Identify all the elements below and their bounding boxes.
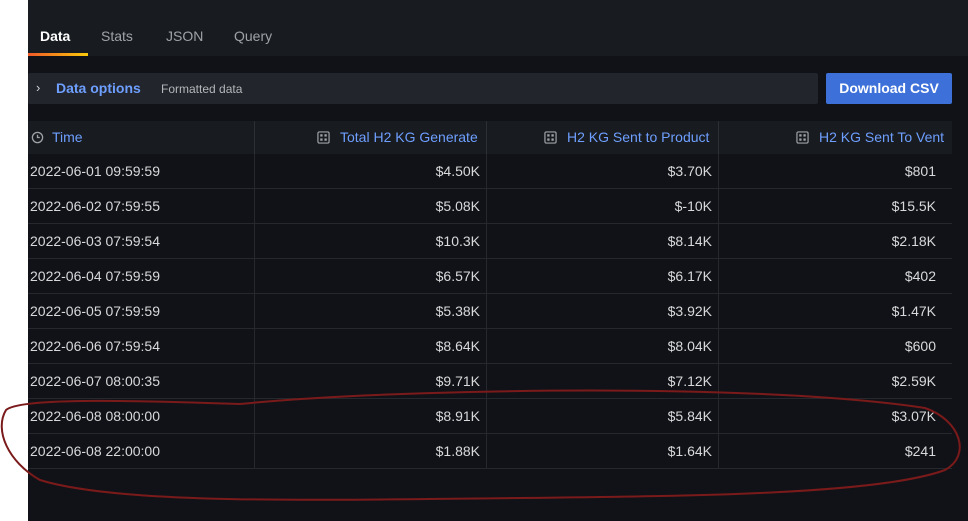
table-row: 2022-06-05 07:59:59 $5.38K $3.92K $1.47K [28, 294, 952, 329]
cell-sent-to-vent: $15.5K [891, 198, 936, 214]
cell-time: 2022-06-06 07:59:54 [28, 329, 255, 363]
cell-sent-to-product: $1.64K [487, 434, 719, 468]
data-options-summary: Formatted data [161, 82, 243, 96]
cell-time: 2022-06-05 07:59:59 [28, 294, 255, 328]
cell-sent-to-vent: $2.18K [891, 233, 936, 249]
column-label: Time [52, 129, 83, 145]
cell-total-generate: $8.64K [255, 329, 487, 363]
column-label: H2 KG Sent to Product [567, 129, 710, 145]
tab-json[interactable]: JSON [166, 28, 204, 44]
field-icon [317, 131, 330, 144]
column-label: Total H2 KG Generate [340, 129, 478, 145]
cell-sent-to-vent: $1.47K [891, 303, 936, 319]
cell-time: 2022-06-08 22:00:00 [28, 434, 255, 468]
cell-time: 2022-06-01 09:59:59 [28, 154, 255, 188]
cell-sent-to-vent: $241 [904, 443, 936, 459]
download-csv-button[interactable]: Download CSV [826, 73, 952, 104]
table-row: 2022-06-03 07:59:54 $10.3K $8.14K $2.18K [28, 224, 952, 259]
cell-time: 2022-06-08 08:00:00 [28, 399, 255, 433]
data-options-title[interactable]: Data options [56, 80, 141, 96]
table-row: 2022-06-07 08:00:35 $9.71K $7.12K $2.59K [28, 364, 952, 399]
column-header-total-generate[interactable]: Total H2 KG Generate [255, 121, 487, 154]
inspect-panel: Data Stats JSON Query › Data options For… [28, 0, 968, 521]
cell-sent-to-vent: $801 [904, 163, 936, 179]
cell-total-generate: $9.71K [255, 364, 487, 398]
field-icon [544, 131, 557, 144]
table-header: Time Total H2 KG Generate [28, 121, 952, 154]
cell-sent-to-vent: $402 [904, 268, 936, 284]
cell-time: 2022-06-07 08:00:35 [28, 364, 255, 398]
field-icon [796, 131, 809, 144]
cell-total-generate: $10.3K [255, 224, 487, 258]
cell-total-generate: $6.57K [255, 259, 487, 293]
cell-sent-to-vent: $600 [904, 338, 936, 354]
cell-sent-to-vent: $2.59K [891, 373, 936, 389]
cell-total-generate: $5.08K [255, 189, 487, 223]
cell-sent-to-product: $7.12K [487, 364, 719, 398]
tab-stats[interactable]: Stats [101, 28, 133, 44]
active-tab-indicator [28, 53, 88, 56]
table-row: 2022-06-06 07:59:54 $8.64K $8.04K $600 [28, 329, 952, 364]
data-table: Time Total H2 KG Generate [28, 121, 952, 469]
chevron-right-icon[interactable]: › [36, 80, 41, 95]
tab-query[interactable]: Query [234, 28, 273, 44]
cell-sent-to-product: $6.17K [487, 259, 719, 293]
cell-total-generate: $1.88K [255, 434, 487, 468]
cell-sent-to-product: $8.14K [487, 224, 719, 258]
tab-bar: Data Stats JSON Query [28, 0, 968, 56]
table-row: 2022-06-04 07:59:59 $6.57K $6.17K $402 [28, 259, 952, 294]
cell-time: 2022-06-04 07:59:59 [28, 259, 255, 293]
table-row: 2022-06-08 22:00:00 $1.88K $1.64K $241 [28, 434, 952, 469]
column-header-time[interactable]: Time [28, 121, 255, 154]
cell-total-generate: $4.50K [255, 154, 487, 188]
column-label: H2 KG Sent To Vent [819, 129, 945, 145]
cell-sent-to-product: $3.70K [487, 154, 719, 188]
column-header-sent-to-product[interactable]: H2 KG Sent to Product [487, 121, 719, 154]
table-row: 2022-06-08 08:00:00 $8.91K $5.84K $3.07K [28, 399, 952, 434]
table-row: 2022-06-01 09:59:59 $4.50K $3.70K $801 [28, 154, 952, 189]
cell-sent-to-vent: $3.07K [891, 408, 936, 424]
table-row: 2022-06-02 07:59:55 $5.08K $-10K $15.5K [28, 189, 952, 224]
cell-sent-to-product: $5.84K [487, 399, 719, 433]
cell-sent-to-product: $-10K [487, 189, 719, 223]
clock-icon [31, 131, 44, 144]
cell-total-generate: $8.91K [255, 399, 487, 433]
cell-sent-to-product: $3.92K [487, 294, 719, 328]
column-header-sent-to-vent[interactable]: H2 KG Sent To Vent [719, 121, 952, 154]
tab-data[interactable]: Data [40, 28, 71, 44]
cell-total-generate: $5.38K [255, 294, 487, 328]
cell-sent-to-product: $8.04K [487, 329, 719, 363]
data-options-bar[interactable]: › Data options Formatted data [28, 73, 818, 104]
cell-time: 2022-06-02 07:59:55 [28, 189, 255, 223]
cell-time: 2022-06-03 07:59:54 [28, 224, 255, 258]
